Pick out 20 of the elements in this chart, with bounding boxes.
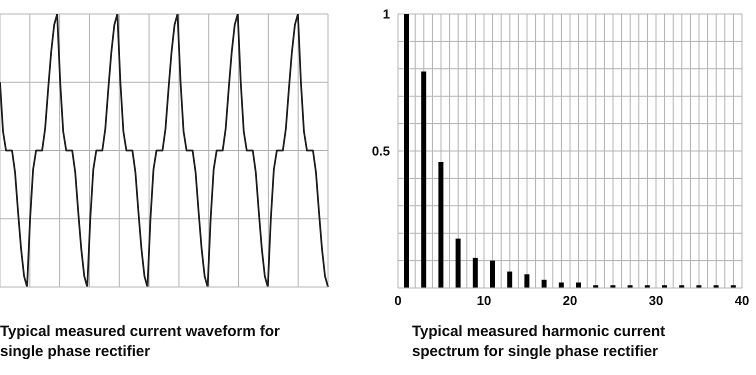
bar [576,282,581,288]
text: Typical measured current waveform for single phase rectifier [0,322,281,362]
bar [558,282,564,288]
bar [404,14,409,288]
x-tick-label: 10 [476,293,492,308]
bar [490,260,495,288]
bar [421,72,426,288]
bar [542,280,547,288]
bar [524,274,530,288]
y-tick-label: 1 [382,6,390,22]
x-tick-label: 20 [562,293,578,308]
bar [456,238,461,288]
x-tick-label: 30 [648,293,664,308]
x-tick-label: 0 [394,293,402,308]
bar [472,258,478,288]
y-tick-label: 0.5 [372,144,390,159]
bar [507,272,512,288]
x-tick-label: 40 [734,293,750,308]
text: Typical measured harmonic current spectrum for single phase rectifier [412,322,666,362]
bar [438,162,444,288]
